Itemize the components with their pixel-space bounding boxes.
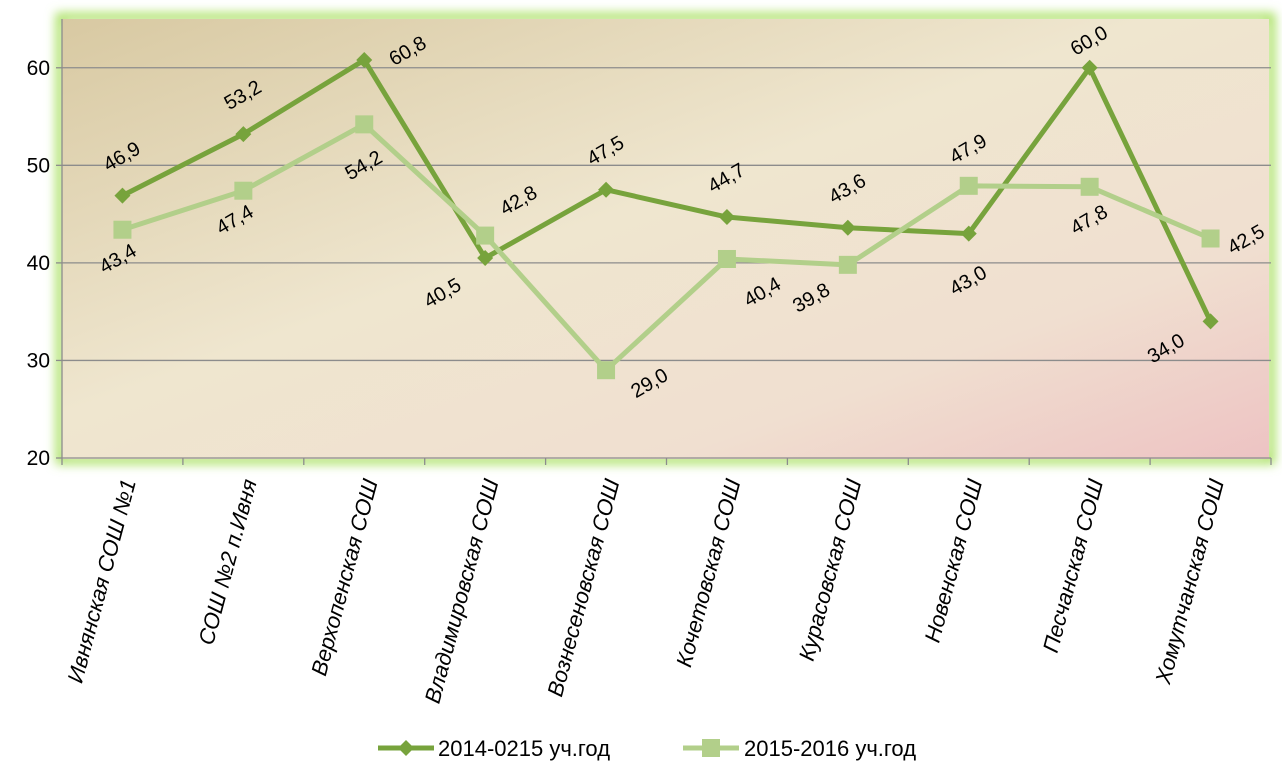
data-point bbox=[718, 209, 735, 226]
category-label: Владимировская СОШ bbox=[420, 476, 504, 706]
grid-lines bbox=[62, 67, 1271, 362]
y-axis: 20 30 40 50 60 bbox=[27, 19, 63, 470]
x-axis bbox=[61, 457, 1272, 465]
y-tick-label: 60 bbox=[27, 57, 50, 80]
y-tick-label: 50 bbox=[27, 154, 50, 177]
data-point bbox=[717, 249, 736, 268]
legend-item-2: 2015-2016 уч.год bbox=[683, 736, 916, 761]
legend-item-1: 2014-0215 уч.год bbox=[378, 736, 610, 761]
plot-background bbox=[62, 19, 1269, 459]
series-2 bbox=[113, 115, 1220, 380]
category-label: Кочетовская СОШ bbox=[671, 476, 745, 670]
series-line bbox=[121, 121, 1212, 373]
data-point bbox=[1202, 313, 1219, 330]
data-point bbox=[114, 187, 131, 204]
legend-label: 2014-0215 уч.год bbox=[438, 736, 610, 761]
category-label: Вознесеновская СОШ bbox=[542, 476, 624, 700]
y-tick-label: 20 bbox=[27, 447, 50, 470]
category-label: Новенская СОШ bbox=[920, 476, 988, 645]
data-point bbox=[960, 225, 977, 242]
legend: 2014-0215 уч.год 2015-2016 уч.год bbox=[378, 736, 916, 761]
data-point bbox=[356, 51, 373, 68]
data-point bbox=[235, 126, 252, 143]
data-point bbox=[234, 181, 253, 200]
legend-marker bbox=[702, 739, 720, 757]
category-label: Курасовская СОШ bbox=[794, 476, 867, 664]
category-labels: Ивнянская СОШ №1 СОШ №2 п.Ивня Верхопенска… bbox=[62, 476, 1229, 706]
y-tick-label: 40 bbox=[27, 252, 50, 275]
data-point bbox=[1081, 59, 1098, 76]
y-tick-label: 30 bbox=[27, 349, 50, 372]
category-label: Ивнянская СОШ №1 bbox=[62, 476, 140, 685]
data-point bbox=[597, 361, 616, 380]
data-point bbox=[598, 181, 615, 198]
plot-frame bbox=[55, 12, 1276, 465]
legend-marker bbox=[398, 740, 414, 756]
category-label: Хомутчанская СОШ bbox=[1150, 476, 1229, 688]
data-point bbox=[838, 255, 857, 274]
legend-label: 2015-2016 уч.год bbox=[744, 736, 916, 761]
series-layer bbox=[113, 51, 1220, 380]
data-point bbox=[1080, 177, 1099, 196]
data-point bbox=[839, 219, 856, 236]
data-point bbox=[113, 220, 132, 239]
series-1 bbox=[114, 51, 1219, 330]
category-label: Песчанская СОШ bbox=[1038, 476, 1109, 656]
data-point bbox=[959, 176, 978, 195]
data-point bbox=[1201, 229, 1220, 248]
data-point bbox=[477, 250, 494, 267]
series-line bbox=[121, 57, 1213, 323]
data-point bbox=[476, 226, 495, 245]
category-label: СОШ №2 п.Ивня bbox=[193, 476, 261, 647]
data-point bbox=[355, 115, 374, 134]
category-label: Верхопенская СОШ bbox=[306, 476, 383, 679]
